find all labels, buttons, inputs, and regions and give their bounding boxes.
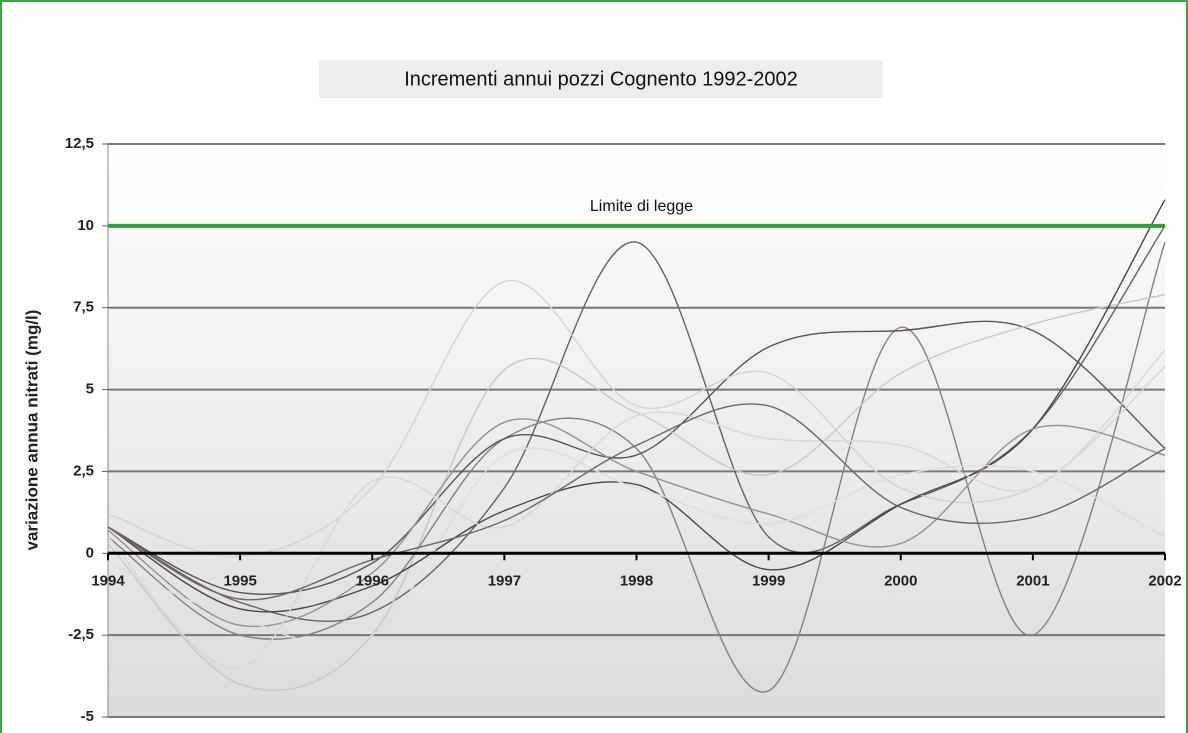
y-tick-label: 10 [77, 217, 94, 234]
series-line [107, 418, 1166, 628]
y-tick-label: 7,5 [73, 299, 94, 316]
y-tick-label: -2,5 [68, 626, 94, 643]
chart-title: Incrementi annui pozzi Cognento 1992-200… [404, 68, 798, 90]
x-tick-label: 1998 [620, 572, 653, 589]
x-tick-label: 2001 [1016, 572, 1049, 589]
plot-area [108, 144, 1165, 717]
title-box [319, 60, 883, 98]
reference-label: Limite di legge [590, 198, 693, 215]
x-tick-label: 1999 [752, 572, 785, 589]
series-line [107, 349, 1166, 669]
x-tick-label: 2000 [884, 572, 917, 589]
y-tick-label: 2,5 [73, 462, 94, 479]
y-tick-label: 0 [86, 544, 94, 561]
x-tick-label: 1997 [488, 572, 521, 589]
y-tick-label: 12,5 [65, 135, 94, 152]
series-line [107, 320, 1166, 595]
x-tick-label: 2002 [1148, 572, 1181, 589]
y-tick-label: -5 [81, 708, 94, 725]
x-tick-label: 1994 [91, 572, 125, 589]
series-line [107, 225, 1166, 623]
series-line [107, 242, 1166, 693]
x-tick-label: 1995 [223, 572, 256, 589]
y-tick-label: 5 [86, 381, 94, 398]
series-line [107, 447, 1166, 647]
series-line [107, 403, 1166, 601]
series-line [107, 293, 1166, 692]
y-axis-label: variazione annua nitrati (mg/l) [22, 310, 41, 551]
x-tick-label: 1996 [356, 572, 389, 589]
series-line [107, 279, 1166, 558]
